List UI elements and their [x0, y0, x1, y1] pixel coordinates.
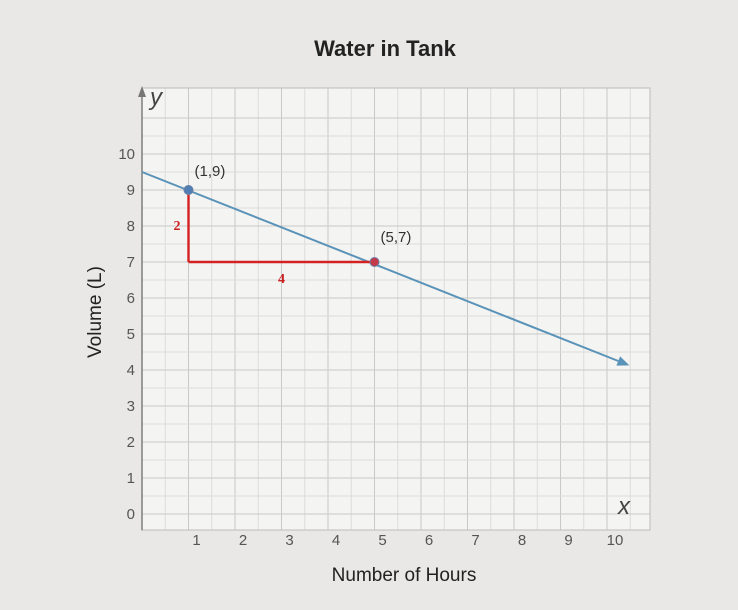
y-axis-letter: y: [148, 84, 164, 111]
y-tick-label: 9: [127, 182, 135, 199]
x-tick-label: 4: [332, 532, 340, 549]
y-axis-title: Volume (L): [85, 266, 106, 358]
y-tick-label: 6: [127, 290, 135, 307]
x-tick-label: 6: [425, 532, 433, 549]
y-tick-label: 8: [127, 218, 135, 235]
y-tick-label: 7: [127, 254, 135, 271]
x-axis-title: Number of Hours: [332, 565, 477, 586]
x-axis-letter: x: [617, 493, 631, 520]
data-points: (1,9) (5,7): [183, 163, 412, 267]
chart-title: Water in Tank: [314, 36, 457, 61]
data-point: [183, 185, 194, 195]
y-tick-label: 4: [127, 362, 135, 379]
y-axis-arrow: [138, 86, 146, 97]
x-tick-label: 3: [285, 532, 293, 549]
y-tick-label: 1: [127, 470, 135, 487]
grid: [141, 87, 651, 531]
point-label: (1,9): [195, 163, 226, 180]
x-tick-label: 1: [192, 532, 200, 549]
series-line-arrow: [616, 356, 630, 366]
y-tick-label: 5: [127, 326, 135, 343]
tick-labels: 1 2 3 4 5 6 7 8 9 10 0 1 2 3 4 5 6 7 8 9 10: [118, 146, 623, 549]
slope-triangle: 24: [174, 190, 375, 287]
x-tick-label: 2: [239, 532, 247, 549]
axes: [138, 86, 146, 531]
x-tick-label: 9: [564, 532, 572, 549]
x-tick-label: 8: [518, 532, 526, 549]
y-tick-label: 10: [118, 146, 135, 163]
x-tick-label: 5: [378, 532, 386, 549]
series: [141, 171, 630, 366]
y-tick-label: 0: [127, 506, 135, 523]
run-label: 4: [278, 272, 285, 287]
x-tick-label: 7: [471, 532, 479, 549]
rise-label: 2: [174, 219, 181, 234]
y-tick-label: 3: [127, 398, 135, 415]
plot-background: [142, 88, 650, 530]
series-line: [141, 171, 619, 362]
point-label: (5,7): [381, 229, 412, 246]
y-tick-label: 2: [127, 434, 135, 451]
x-tick-label: 10: [607, 532, 624, 549]
data-point: [369, 257, 380, 267]
